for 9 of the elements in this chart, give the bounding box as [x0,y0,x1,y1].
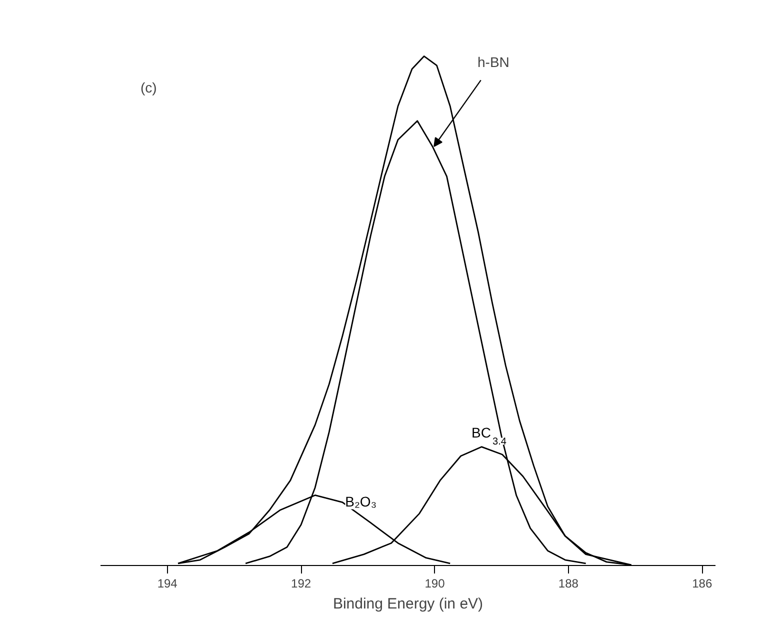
x-tick-label: 190 [424,576,446,590]
x-tick-label: 186 [692,576,712,590]
x-tick-label: 194 [157,576,178,590]
text: h-BN [478,54,510,70]
x-axis-title: Binding Energy (in eV) [332,596,484,612]
annotation: (c) [140,80,157,96]
x-tick-label: 192 [291,576,312,590]
x-tick-label: 188 [558,576,579,590]
series-label: B₂O₃ [345,493,377,510]
